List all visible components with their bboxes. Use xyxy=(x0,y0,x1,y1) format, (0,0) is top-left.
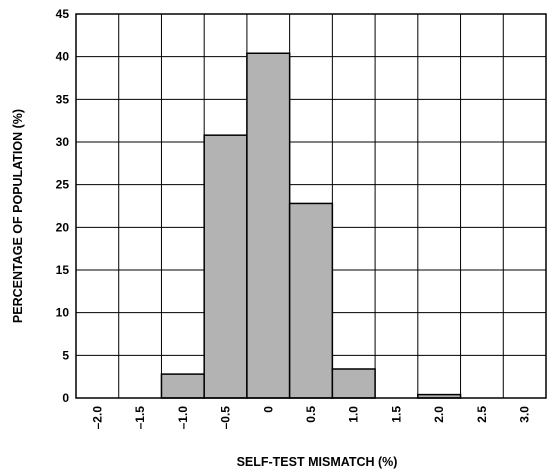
x-tick-label: –0.5 xyxy=(219,406,233,430)
y-tick-label: 15 xyxy=(56,263,70,277)
x-tick-label: –2.0 xyxy=(90,406,104,430)
y-tick-label: 0 xyxy=(62,391,69,405)
histogram-bar xyxy=(288,202,334,399)
histogram-bar xyxy=(160,373,205,399)
y-tick-label: 40 xyxy=(56,50,70,64)
y-tick-label: 20 xyxy=(56,220,70,234)
x-tick-label: –1.5 xyxy=(133,406,147,430)
x-tick-label: 2.5 xyxy=(475,406,489,423)
y-axis-ticks: 0 5 10 15 20 25 30 35 40 45 xyxy=(56,7,70,405)
y-axis-title: PERCENTAGE OF POPULATION (%) xyxy=(11,109,25,323)
plot-frame xyxy=(75,13,547,399)
x-tick-label: 2.0 xyxy=(432,406,446,423)
y-tick-label: 5 xyxy=(62,348,69,362)
x-tick-label: 1.5 xyxy=(389,406,403,423)
histogram-bar xyxy=(331,368,376,399)
x-axis-ticks: –2.0 –1.5 –1.0 –0.5 0 0.5 1.0 1.5 2.0 2.5 3.0 xyxy=(90,406,531,430)
x-axis-title: SELF-TEST MISMATCH (%) xyxy=(237,455,398,469)
x-tick-label: 0 xyxy=(261,406,275,413)
histogram-bar xyxy=(203,134,248,399)
y-tick-label: 10 xyxy=(56,306,70,320)
x-tick-label: –1.0 xyxy=(176,406,190,430)
x-tick-label: 0.5 xyxy=(304,406,318,423)
y-tick-label: 35 xyxy=(56,92,70,106)
x-tick-label: 1.0 xyxy=(347,406,361,423)
histogram-bar xyxy=(246,52,291,399)
y-tick-label: 25 xyxy=(56,178,70,192)
bars xyxy=(160,52,462,399)
y-tick-label: 45 xyxy=(56,7,70,21)
x-tick-label: 3.0 xyxy=(518,406,532,423)
y-tick-label: 30 xyxy=(56,135,70,149)
